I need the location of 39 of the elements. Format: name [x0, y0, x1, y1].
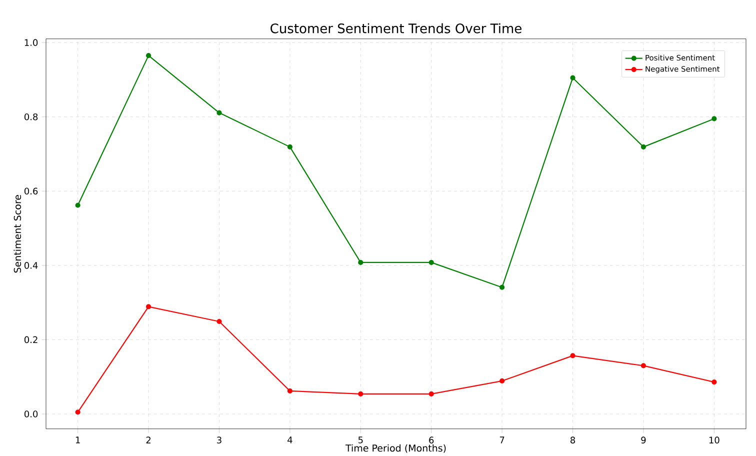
x-tick-label: 7 [500, 436, 504, 444]
x-tick-label: 2 [146, 436, 150, 444]
point [358, 391, 364, 396]
x-tick-label: 5 [358, 436, 363, 444]
x-tick-label: 10 [709, 436, 720, 444]
x-axis-title: Time Period (Months) [345, 444, 446, 453]
x-tick-label: 6 [429, 436, 434, 444]
x-tick-label: 8 [570, 436, 576, 444]
y-tick-label: 1.0 [24, 39, 38, 46]
point [75, 202, 80, 208]
point [216, 110, 222, 116]
point [428, 260, 434, 265]
point [712, 116, 717, 122]
point [358, 260, 364, 265]
x-tick-label: 9 [641, 436, 646, 444]
point [216, 318, 222, 324]
point [640, 363, 646, 368]
point [712, 379, 717, 385]
point [570, 75, 576, 80]
y-tick-label: 0.6 [24, 188, 38, 194]
y-axis-title: Sentiment Score [14, 194, 22, 273]
x-tick-label: 3 [217, 436, 222, 444]
point [146, 52, 152, 58]
point [287, 388, 292, 394]
point [500, 284, 505, 290]
y-tick-label: 0.4 [24, 262, 38, 269]
point [570, 353, 576, 358]
x-tick-label: 1 [76, 436, 80, 444]
y-tick-label: 0.2 [24, 336, 38, 344]
y-tick-label: 0.0 [24, 410, 38, 418]
point [640, 144, 646, 150]
chart-title: Customer Sentiment Trends Over Time [270, 23, 522, 34]
y-tick-label: 0.8 [24, 113, 38, 120]
point [287, 144, 292, 150]
point [75, 410, 80, 415]
point [428, 391, 434, 396]
point [500, 378, 505, 384]
point [146, 304, 152, 310]
x-tick-label: 4 [288, 436, 292, 444]
